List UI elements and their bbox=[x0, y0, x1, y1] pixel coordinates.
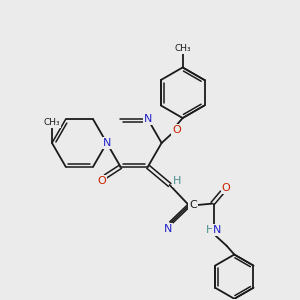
Text: H: H bbox=[206, 225, 214, 235]
Text: O: O bbox=[221, 183, 230, 193]
Text: CH₃: CH₃ bbox=[44, 118, 60, 127]
Text: C: C bbox=[189, 200, 197, 210]
Text: O: O bbox=[172, 124, 181, 135]
Text: N: N bbox=[103, 138, 111, 148]
Text: H: H bbox=[173, 176, 182, 186]
Text: N: N bbox=[213, 225, 221, 235]
Text: CH₃: CH₃ bbox=[174, 44, 191, 53]
Text: N: N bbox=[144, 114, 152, 124]
Text: N: N bbox=[164, 224, 172, 234]
Text: O: O bbox=[97, 176, 106, 186]
